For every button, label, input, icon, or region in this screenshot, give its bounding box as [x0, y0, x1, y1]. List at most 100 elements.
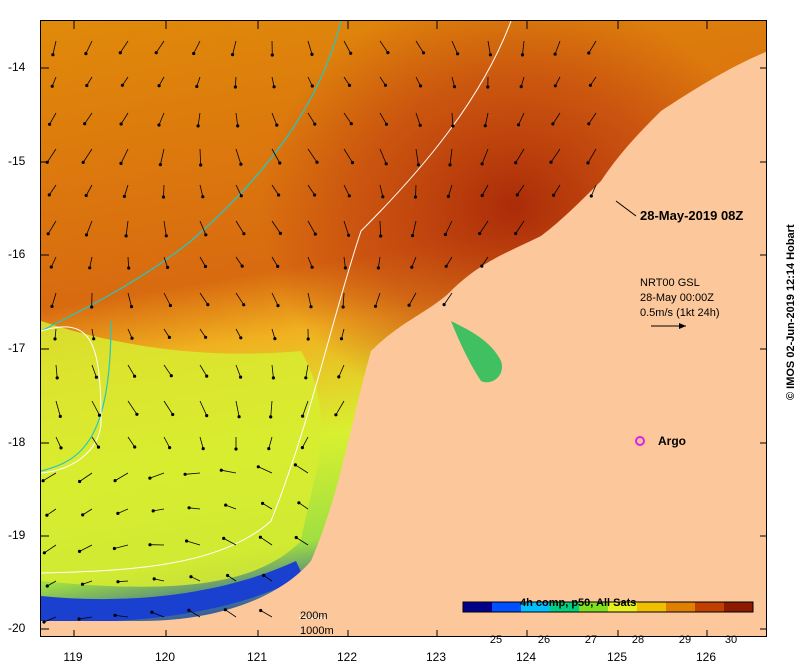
- current-arrow-head: [300, 414, 305, 418]
- current-arrow: [553, 184, 561, 196]
- current-arrow: [378, 256, 381, 268]
- current-arrow-head: [294, 535, 298, 540]
- current-arrow-head: [334, 413, 338, 417]
- current-arrow: [307, 76, 313, 87]
- current-arrow-head: [379, 234, 383, 238]
- current-arrow-head: [206, 302, 210, 307]
- current-arrow: [127, 256, 130, 269]
- lat-label: -16: [8, 247, 26, 261]
- current-arrow-head: [349, 51, 353, 55]
- current-arrow: [79, 616, 93, 620]
- current-arrow-head: [113, 613, 117, 618]
- current-arrow-head: [222, 536, 226, 541]
- current-arrow-head: [94, 375, 99, 379]
- current-arrow-head: [187, 608, 191, 612]
- current-arrow-head: [514, 231, 518, 236]
- current-arrow-head: [148, 543, 152, 547]
- isobath-200m-label: 200m: [300, 610, 328, 622]
- current-arrow-head: [148, 476, 152, 480]
- current-arrow: [48, 184, 57, 196]
- current-arrow-head: [150, 610, 154, 614]
- current-arrow: [117, 508, 129, 514]
- current-arrow-head: [45, 584, 49, 588]
- current-arrow: [44, 544, 57, 554]
- current-arrow-head: [278, 231, 282, 235]
- current-arrow-head: [129, 304, 134, 309]
- current-arrow: [85, 40, 93, 54]
- current-arrow: [196, 76, 201, 87]
- current-arrow-head: [516, 123, 521, 127]
- current-arrow-head: [84, 193, 88, 198]
- current-arrow: [516, 184, 525, 196]
- current-arrow-head: [376, 266, 380, 270]
- current-arrow: [85, 184, 93, 196]
- current-arrow: [127, 400, 138, 415]
- current-arrow: [55, 364, 58, 378]
- current-arrow: [235, 220, 245, 234]
- lat-label: -15: [8, 154, 26, 168]
- current-arrow-head: [553, 84, 557, 88]
- current-arrow-head: [337, 375, 341, 379]
- current-arrow: [55, 400, 61, 417]
- current-arrow: [341, 328, 345, 339]
- current-arrow: [307, 292, 312, 307]
- current-arrow: [271, 76, 275, 87]
- date-label: 28-May-2019 08Z: [640, 208, 744, 223]
- current-arrow-head: [383, 83, 388, 87]
- colorbar-tick: 26: [537, 634, 551, 646]
- current-arrow: [481, 184, 489, 196]
- current-arrow-head: [259, 608, 263, 613]
- current-arrow: [295, 537, 309, 546]
- current-arrow: [379, 220, 382, 237]
- current-arrow-head: [278, 161, 282, 165]
- current-arrow-head: [45, 160, 49, 164]
- lat-label: -18: [8, 435, 26, 449]
- current-arrow-head: [269, 415, 273, 419]
- current-arrow: [186, 540, 201, 546]
- current-arrow-head: [196, 124, 200, 128]
- current-arrow: [163, 436, 170, 448]
- current-arrow-head: [242, 303, 246, 307]
- current-arrow: [590, 184, 597, 197]
- current-arrow: [160, 148, 165, 165]
- current-arrow: [271, 148, 281, 164]
- colorbar-segment: [637, 602, 667, 612]
- lon-label: 125: [606, 650, 628, 664]
- current-arrow: [484, 112, 489, 126]
- lon-label: 121: [246, 650, 268, 664]
- current-arrow: [588, 112, 597, 125]
- current-arrow: [554, 76, 561, 86]
- colorbar-tick: 30: [724, 634, 738, 646]
- current-arrow-head: [443, 232, 447, 237]
- colorbar-segment: [521, 602, 551, 612]
- current-arrow: [379, 40, 389, 53]
- current-arrow: [415, 148, 419, 165]
- colorbar-segment: [463, 602, 493, 612]
- current-arrow: [163, 184, 165, 198]
- colorbar-tick: 29: [678, 634, 692, 646]
- current-arrow-head: [59, 446, 63, 450]
- current-arrow-head: [262, 573, 266, 578]
- current-arrow-head: [239, 375, 243, 379]
- current-arrow: [114, 472, 129, 481]
- lon-label: 122: [336, 650, 358, 664]
- cold-nearshore-band: [41, 561, 303, 622]
- current-arrow-head: [46, 232, 50, 236]
- current-arrow-head: [203, 264, 208, 269]
- current-arrow: [479, 220, 489, 234]
- current-arrow: [554, 40, 561, 55]
- lon-label: 124: [515, 650, 537, 664]
- current-arrow-head: [237, 415, 241, 419]
- current-arrow-head: [310, 52, 314, 57]
- current-arrow-head: [88, 266, 92, 270]
- current-arrow: [199, 436, 204, 449]
- current-arrow: [305, 364, 309, 378]
- current-arrow-head: [421, 51, 426, 55]
- current-arrow: [221, 469, 237, 474]
- current-arrow: [120, 148, 129, 164]
- current-arrow: [91, 436, 99, 448]
- current-arrow: [379, 76, 386, 86]
- current-arrow-head: [116, 511, 120, 515]
- grid-ticks: [41, 21, 766, 636]
- reference-arrow-head: [679, 323, 686, 329]
